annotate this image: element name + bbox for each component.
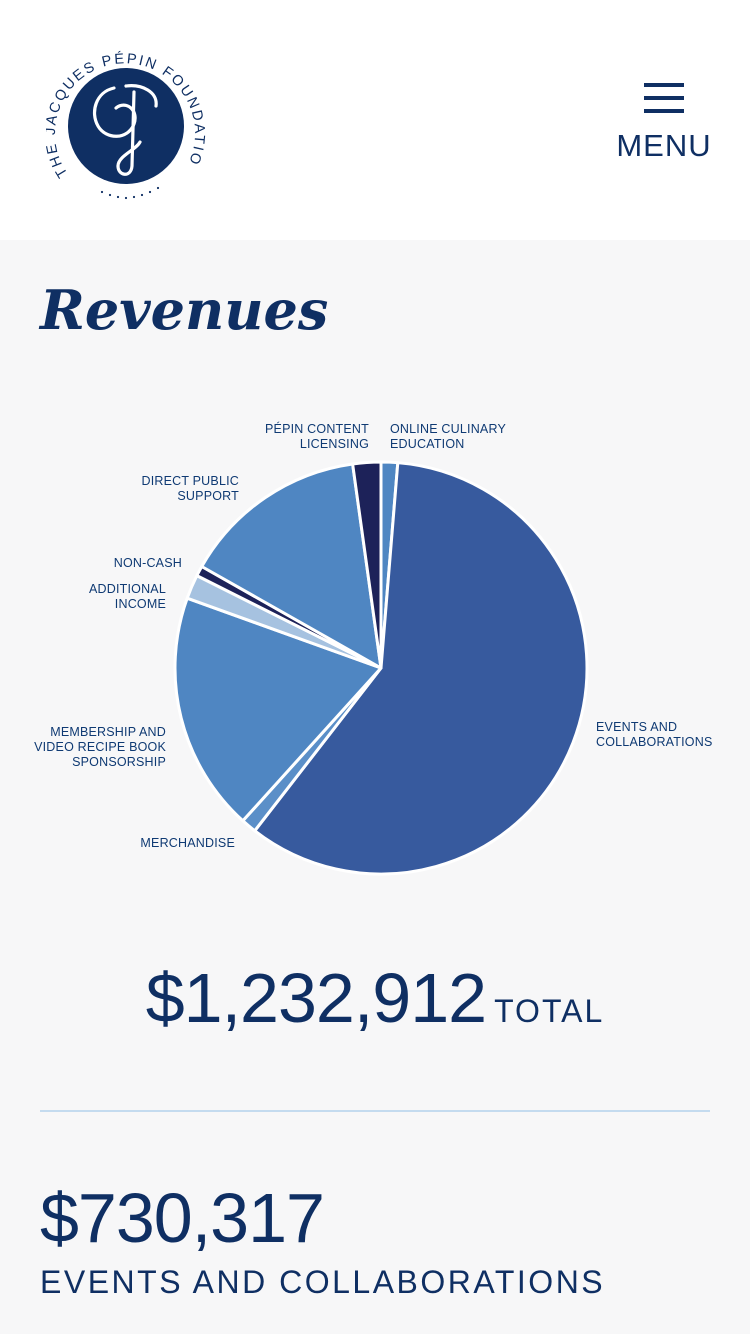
menu-label: MENU [616,128,712,163]
pie-label-line: EVENTS AND [596,720,677,734]
total-value: $1,232,912 [145,959,487,1037]
pie-label-line: ADDITIONAL [89,582,166,596]
divider [40,1110,710,1112]
pie-label-line: NON-CASH [114,556,182,570]
pie-label-line: MERCHANDISE [140,836,235,850]
total-row: $1,232,912 TOTAL [0,958,750,1038]
pie-label-2: MERCHANDISE [140,836,235,850]
stat-label: EVENTS AND COLLABORATIONS [40,1264,606,1300]
pie-label-line: PÉPIN CONTENT [265,421,369,436]
foundation-logo[interactable]: THE JACQUES PÉPIN FOUNDATION [46,46,206,206]
pie-label-1: EVENTS AND COLLABORATIONS [596,720,712,749]
stat-value: $730,317 [40,1179,325,1257]
revenue-pie-chart: ONLINE CULINARY EDUCATION EVENTS AND COLLAB… [34,421,712,876]
menu-button[interactable]: MENU [612,78,716,170]
pie-label-0: ONLINE CULINARY EDUCATION [390,422,506,451]
pie-label-line: EDUCATION [390,437,465,451]
pie-slice-6[interactable] [200,462,383,670]
pie-label-line: COLLABORATIONS [596,735,712,749]
pie-label-line: INCOME [115,597,166,611]
hamburger-icon [644,83,684,113]
pie-label-7: PÉPIN CONTENT LICENSING [265,421,369,451]
pie-label-line: SUPPORT [177,489,239,503]
site-header: THE JACQUES PÉPIN FOUNDATION MENU [0,0,750,240]
pie-label-line: SPONSORSHIP [72,755,166,769]
pie-label-3: MEMBERSHIP AND VIDEO RECIPE BOOK SPONSORSH… [34,725,166,769]
pie-label-4: ADDITIONAL INCOME [89,582,166,611]
pie-label-6: DIRECT PUBLIC SUPPORT [141,474,239,503]
pie-label-line: ONLINE CULINARY [390,422,506,436]
pie-slice-3[interactable] [173,596,383,823]
pie-label-line: VIDEO RECIPE BOOK [34,740,166,754]
pie-label-line: LICENSING [300,437,369,451]
section-title: Revenues [40,278,329,342]
total-label: TOTAL [494,993,605,1029]
pie-slice-1[interactable] [253,461,589,876]
pie-slice-7[interactable] [351,460,383,670]
pie-label-5: NON-CASH [114,556,182,570]
pie-label-line: MEMBERSHIP AND [50,725,166,739]
pie-label-line: DIRECT PUBLIC [141,474,239,488]
